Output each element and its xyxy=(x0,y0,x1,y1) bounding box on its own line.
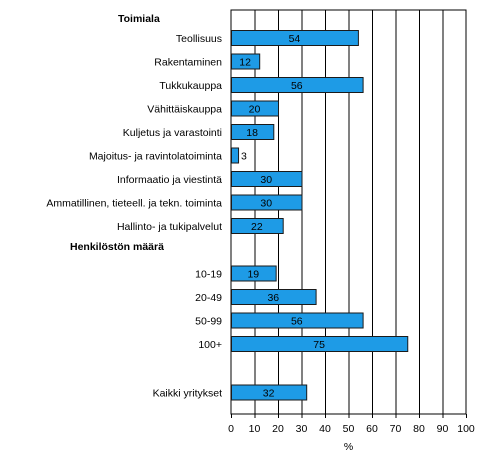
tick-label-x-70: 70 xyxy=(390,423,402,435)
category-label: Ammatillinen, tieteell. ja tekn. toimint… xyxy=(46,198,222,210)
category-label: Kuljetus ja varastointi xyxy=(123,127,222,139)
category-label: Vähittäiskauppa xyxy=(147,104,222,116)
bar xyxy=(231,100,279,117)
category-label: Rakentaminen xyxy=(154,57,222,69)
category-label: 20-49 xyxy=(195,292,222,304)
category-label: Tukkukauppa xyxy=(159,80,222,92)
tick-label-x-100: 100 xyxy=(457,423,475,435)
bar-value-label: 18 xyxy=(246,127,258,139)
bar xyxy=(231,218,284,234)
tick-label-x-10: 10 xyxy=(249,423,261,435)
bar-value-label: 56 xyxy=(291,80,303,92)
tick-label-x-30: 30 xyxy=(296,423,308,435)
group-title-0: Toimiala xyxy=(118,13,160,25)
category-label: Kaikki yritykset xyxy=(153,388,223,400)
tick-label-x-20: 20 xyxy=(272,423,284,435)
bar xyxy=(231,147,240,164)
category-label: Teollisuus xyxy=(176,33,222,45)
bar-value-label: 19 xyxy=(247,269,259,281)
category-label: 50-99 xyxy=(195,316,222,328)
tick-label-x-40: 40 xyxy=(319,423,331,435)
tick-label-x-80: 80 xyxy=(413,423,425,435)
bar-value-label: 56 xyxy=(291,316,303,328)
bar xyxy=(231,171,303,187)
category-label: 100+ xyxy=(198,339,222,351)
tick-label-x-90: 90 xyxy=(437,423,449,435)
bar xyxy=(231,289,317,305)
tick-label-x-0: 0 xyxy=(228,423,234,435)
tick-label-x-50: 50 xyxy=(343,423,355,435)
bar-value-label: 54 xyxy=(289,33,301,45)
bar xyxy=(231,194,303,211)
bar-value-label: 3 xyxy=(241,151,247,163)
bar-value-label: 75 xyxy=(313,339,325,351)
bar-value-label: 30 xyxy=(260,174,272,186)
category-label: 10-19 xyxy=(195,269,222,281)
x-axis-title: % xyxy=(344,441,353,453)
bar xyxy=(231,336,409,352)
category-label: Majoitus- ja ravintolatoiminta xyxy=(89,151,222,163)
bar-value-label: 22 xyxy=(251,221,263,233)
category-label: Informaatio ja viestintä xyxy=(117,174,222,186)
bar xyxy=(231,124,275,140)
bar-value-label: 36 xyxy=(267,292,279,304)
bar-value-label: 32 xyxy=(263,388,275,400)
category-label: Hallinto- ja tukipalvelut xyxy=(117,221,222,233)
bar-value-label: 12 xyxy=(239,57,251,69)
bar xyxy=(231,30,359,46)
bar xyxy=(231,312,364,329)
bar xyxy=(231,77,364,93)
group-title-1: Henkilöstön määrä xyxy=(70,241,164,253)
bar-value-label: 20 xyxy=(249,104,261,116)
tick-label-x-60: 60 xyxy=(366,423,378,435)
bar xyxy=(231,265,277,282)
bar-value-label: 30 xyxy=(260,198,272,210)
bar xyxy=(231,384,308,401)
bar xyxy=(231,53,261,70)
